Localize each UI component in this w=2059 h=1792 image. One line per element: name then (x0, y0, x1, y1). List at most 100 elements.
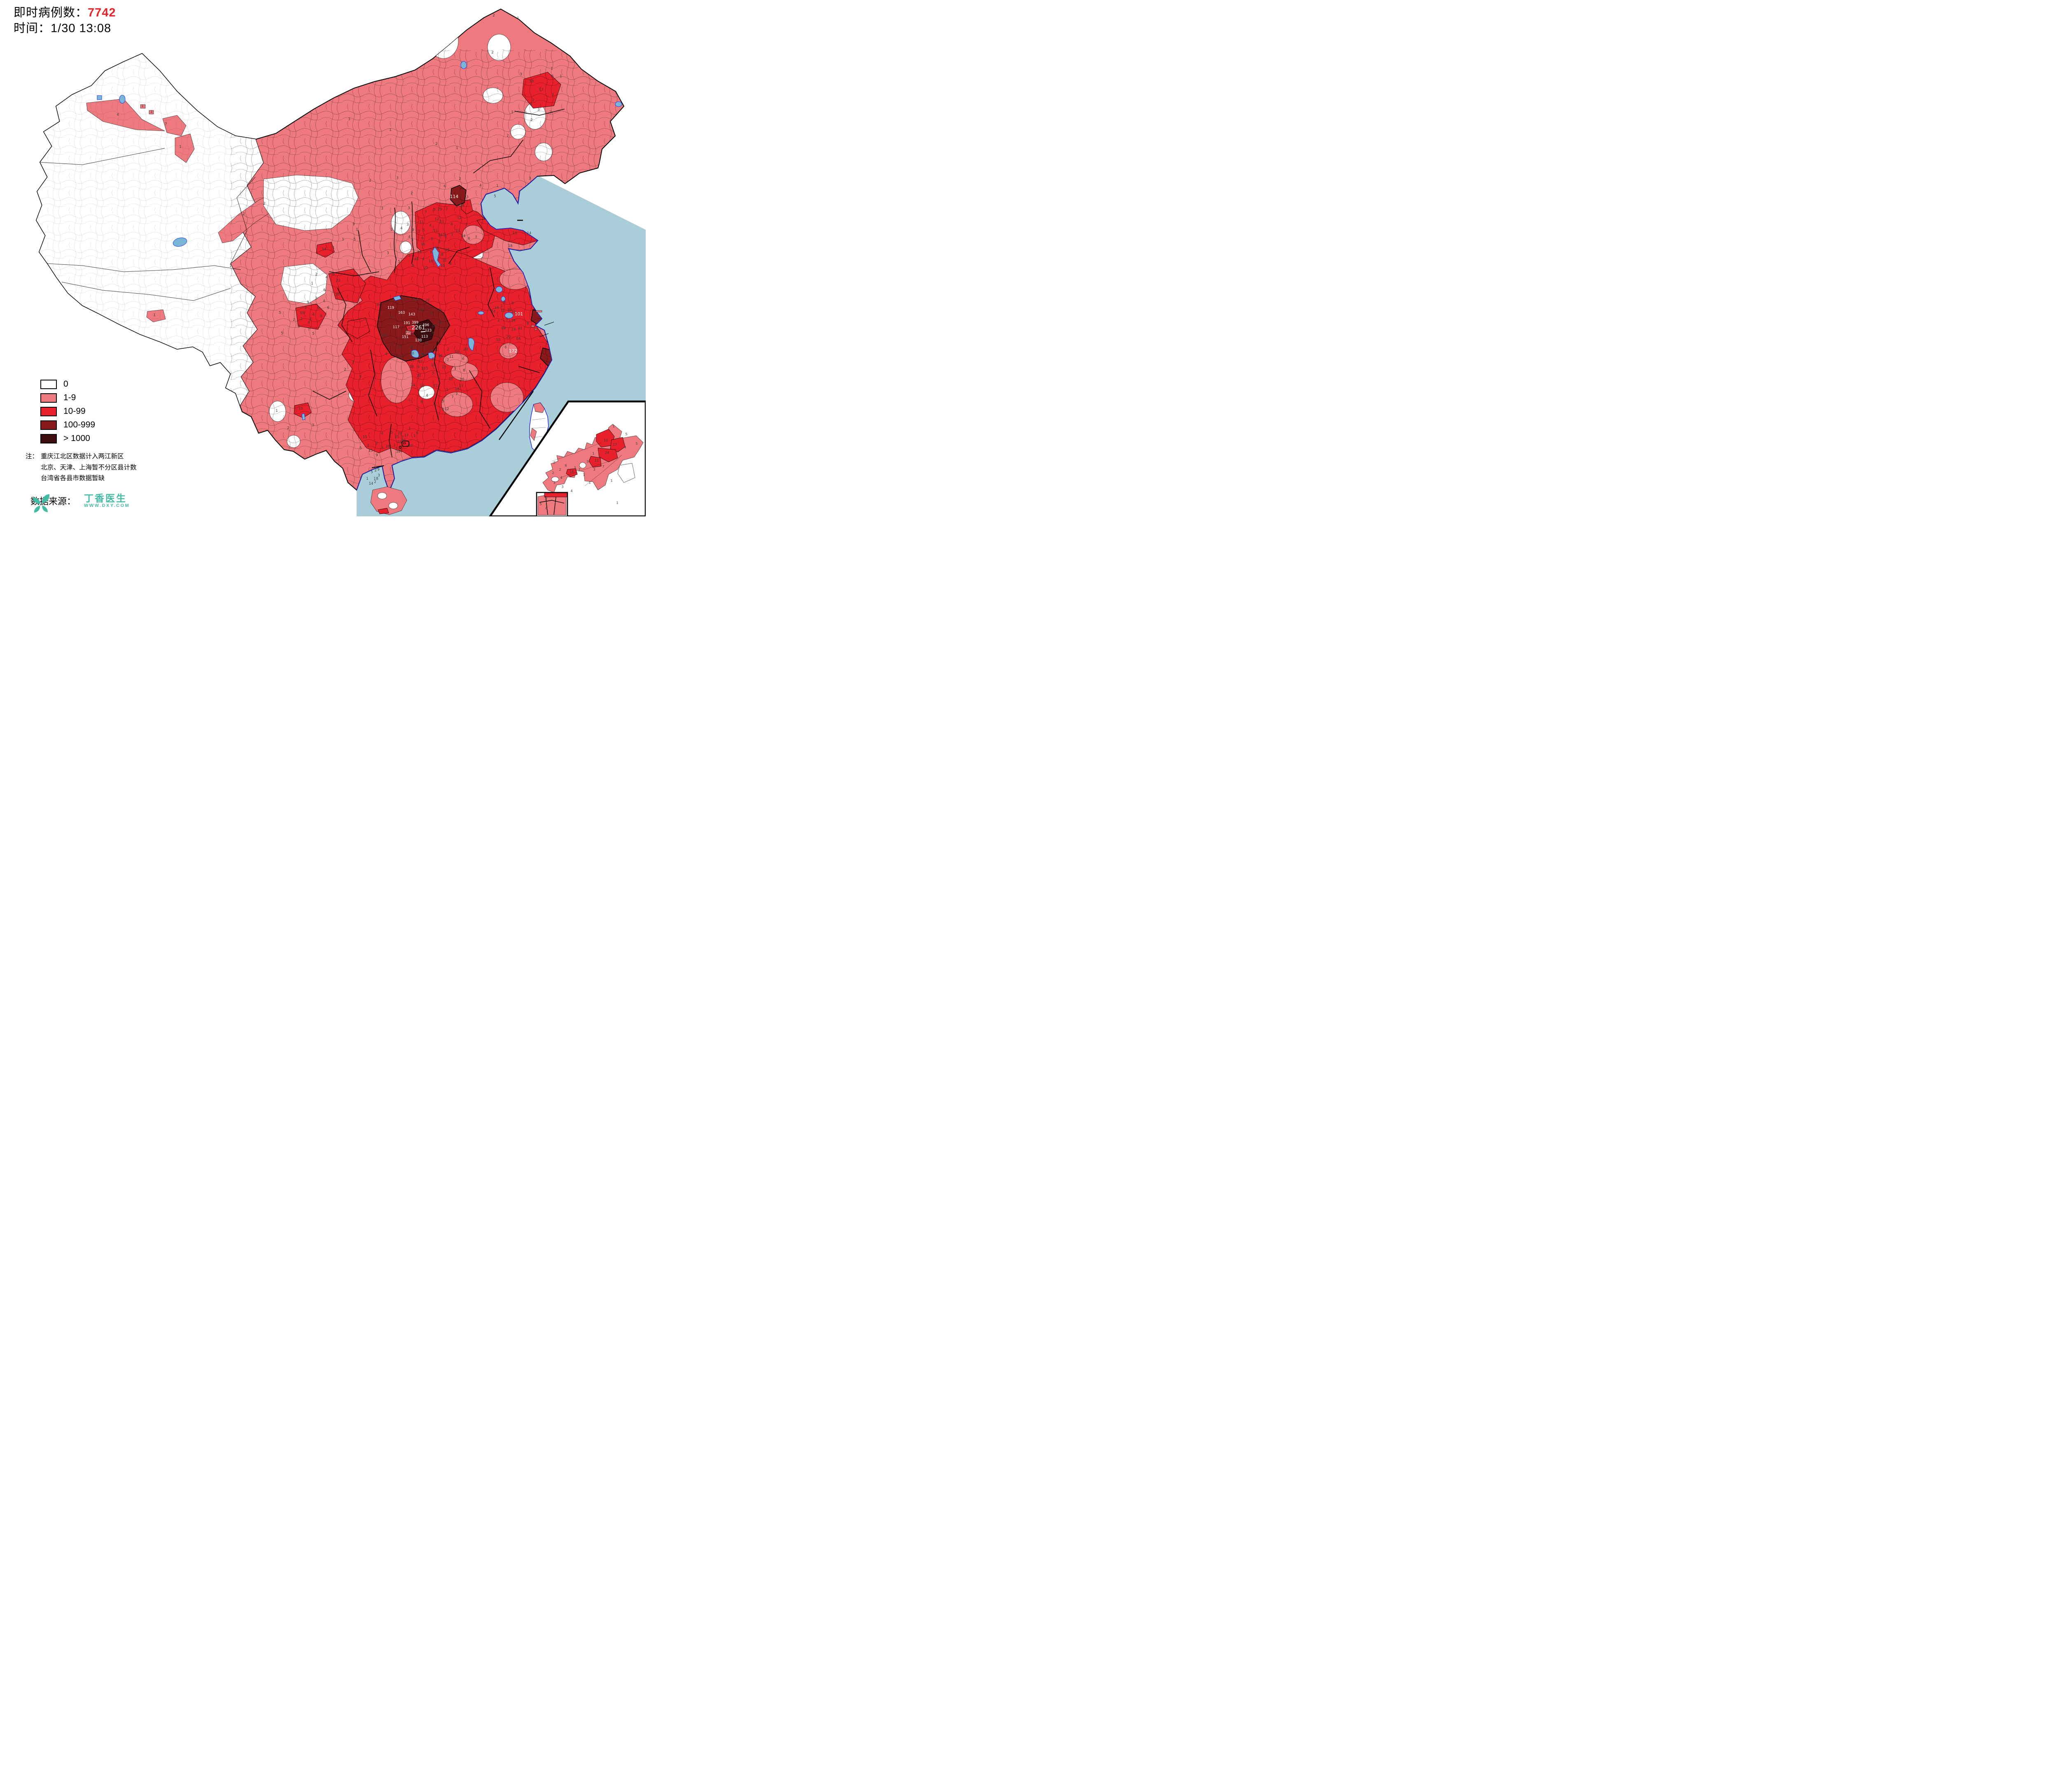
case-count-label: 17 (459, 384, 464, 388)
case-count-label: 1 (525, 111, 527, 115)
case-count-label: 5 (359, 375, 361, 379)
case-count-label: 28 (425, 299, 430, 303)
legend-item: 10-99 (40, 406, 95, 416)
case-count-label: 10 (455, 350, 460, 354)
case-count-label: 11 (420, 220, 424, 224)
case-count-label: 8 (463, 369, 465, 373)
case-count-label: 46 (429, 349, 434, 353)
case-count-label: 4 (479, 184, 481, 188)
case-count-label: 1 (342, 238, 344, 242)
time-value: 1/30 13:08 (51, 22, 112, 35)
case-count-label: 10 (420, 384, 425, 388)
case-count-label: 14 (527, 231, 532, 236)
gaoyou-lake (501, 296, 506, 302)
case-count-label: 496 (423, 323, 429, 327)
dxy-leaf-icon (33, 494, 50, 513)
taiwan-north-pink (533, 402, 545, 413)
case-count-label: 6 (468, 237, 470, 241)
case-count-label: 22 (336, 279, 341, 283)
case-count-label: 5 (494, 194, 496, 198)
note-line: 重庆江北区数据计入两江新区 (41, 453, 124, 460)
case-count-label: 143 (409, 313, 415, 317)
case-count-label: 5 (423, 229, 425, 233)
case-count-label: 7 (465, 223, 467, 227)
case-count-label: 7 (400, 450, 402, 454)
case-count-label: 1 (434, 403, 436, 407)
case-count-label: 9 (353, 222, 355, 226)
case-count-label: 14 (491, 310, 496, 314)
case-count-label: 163 (398, 311, 405, 315)
case-count-label: 2 (459, 177, 461, 181)
case-count-label: 4 (570, 489, 572, 493)
case-count-label: 6 (420, 400, 423, 404)
case-count-label: 10 (299, 407, 303, 411)
macau-circle (399, 446, 402, 449)
province-border (337, 288, 353, 342)
case-count-label: 2 (507, 134, 509, 138)
brand-url: WWW.DXY.COM (84, 503, 130, 509)
province-border (389, 424, 392, 457)
case-count-label: 46 (414, 257, 419, 261)
legend-label: 10-99 (63, 406, 86, 416)
case-count-label: 7 (574, 466, 576, 470)
case-count-label: 17 (399, 355, 403, 359)
case-count-label: 14 (322, 247, 327, 252)
province-border (358, 230, 371, 272)
case-count-label: 5 (442, 399, 444, 404)
case-count-label: 7 (455, 392, 458, 397)
case-count-label: 1 (560, 75, 562, 79)
case-count-label: 46 (438, 354, 443, 358)
case-count-label: 20 (507, 335, 511, 339)
subinset-red-strip (544, 492, 567, 497)
case-count-label: 86 (402, 439, 406, 443)
legend-label: 0 (63, 379, 68, 389)
case-count-label: 64 (516, 337, 521, 341)
hainan-island (370, 486, 407, 515)
chaohu-lake (478, 311, 484, 315)
case-count-label: 151 (402, 335, 409, 339)
case-count-label: 3 (466, 195, 468, 199)
case-count-label: 6 (416, 431, 418, 435)
hongkong-outline-box (402, 441, 409, 447)
case-count-label: 2 (369, 179, 371, 183)
case-count-label: 4 (426, 394, 428, 398)
legend-label: 100-999 (63, 420, 96, 429)
coastline (356, 176, 552, 492)
case-count-label: 16 (410, 365, 414, 369)
case-count-label: 11 (431, 363, 436, 367)
note-line: 台湾省各县市数据暂缺 (41, 475, 105, 482)
case-count-label: 4 (451, 222, 453, 226)
taiwan-strait-line (498, 391, 534, 440)
case-count-label: 1 (390, 342, 392, 346)
case-count-label: 1 (141, 104, 143, 108)
legend-label: 1-9 (63, 393, 76, 402)
case-count-label: 79 (398, 432, 402, 436)
case-count-label: 3 (387, 251, 389, 255)
case-count-label: 24 (605, 451, 609, 455)
case-count-label: 3 (381, 207, 383, 211)
case-count-label: 5 (390, 315, 392, 320)
case-count-label: 5 (506, 317, 508, 322)
case-count-label: 9 (455, 205, 458, 209)
case-count-label: 2 (309, 317, 311, 321)
case-count-label: 4 (385, 352, 387, 356)
case-count-label: 59 (300, 311, 305, 315)
legend-swatch (40, 406, 57, 416)
case-count-label: 3 (553, 481, 555, 485)
case-count-label: 4 (408, 235, 410, 239)
case-count-label: 3 (396, 176, 398, 180)
macau-leader (398, 448, 399, 451)
case-count-label: 2 (553, 461, 555, 464)
case-count-label: 1 (517, 16, 519, 21)
case-count-label: 39 (438, 308, 442, 313)
case-count-label: 1 (588, 481, 591, 485)
lake (97, 95, 102, 100)
case-count-label: 8 (412, 264, 414, 268)
case-count-label: 18 (432, 324, 437, 328)
danjiangkou-reservoir (393, 295, 402, 301)
hongze-lake (495, 286, 503, 293)
case-count-label: 16 (397, 440, 402, 444)
time-label: 时间： (14, 22, 51, 35)
notes-lines: 重庆江北区数据计入两江新区 北京、天津、上海暂不分区县计数 台湾省各县市数据暂缺 (41, 451, 137, 484)
county-borders-texture-west (36, 49, 231, 379)
